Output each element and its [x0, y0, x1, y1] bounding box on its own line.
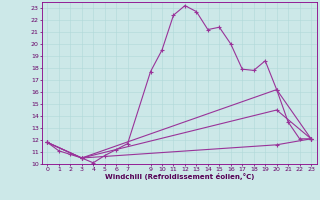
X-axis label: Windchill (Refroidissement éolien,°C): Windchill (Refroidissement éolien,°C): [105, 173, 254, 180]
